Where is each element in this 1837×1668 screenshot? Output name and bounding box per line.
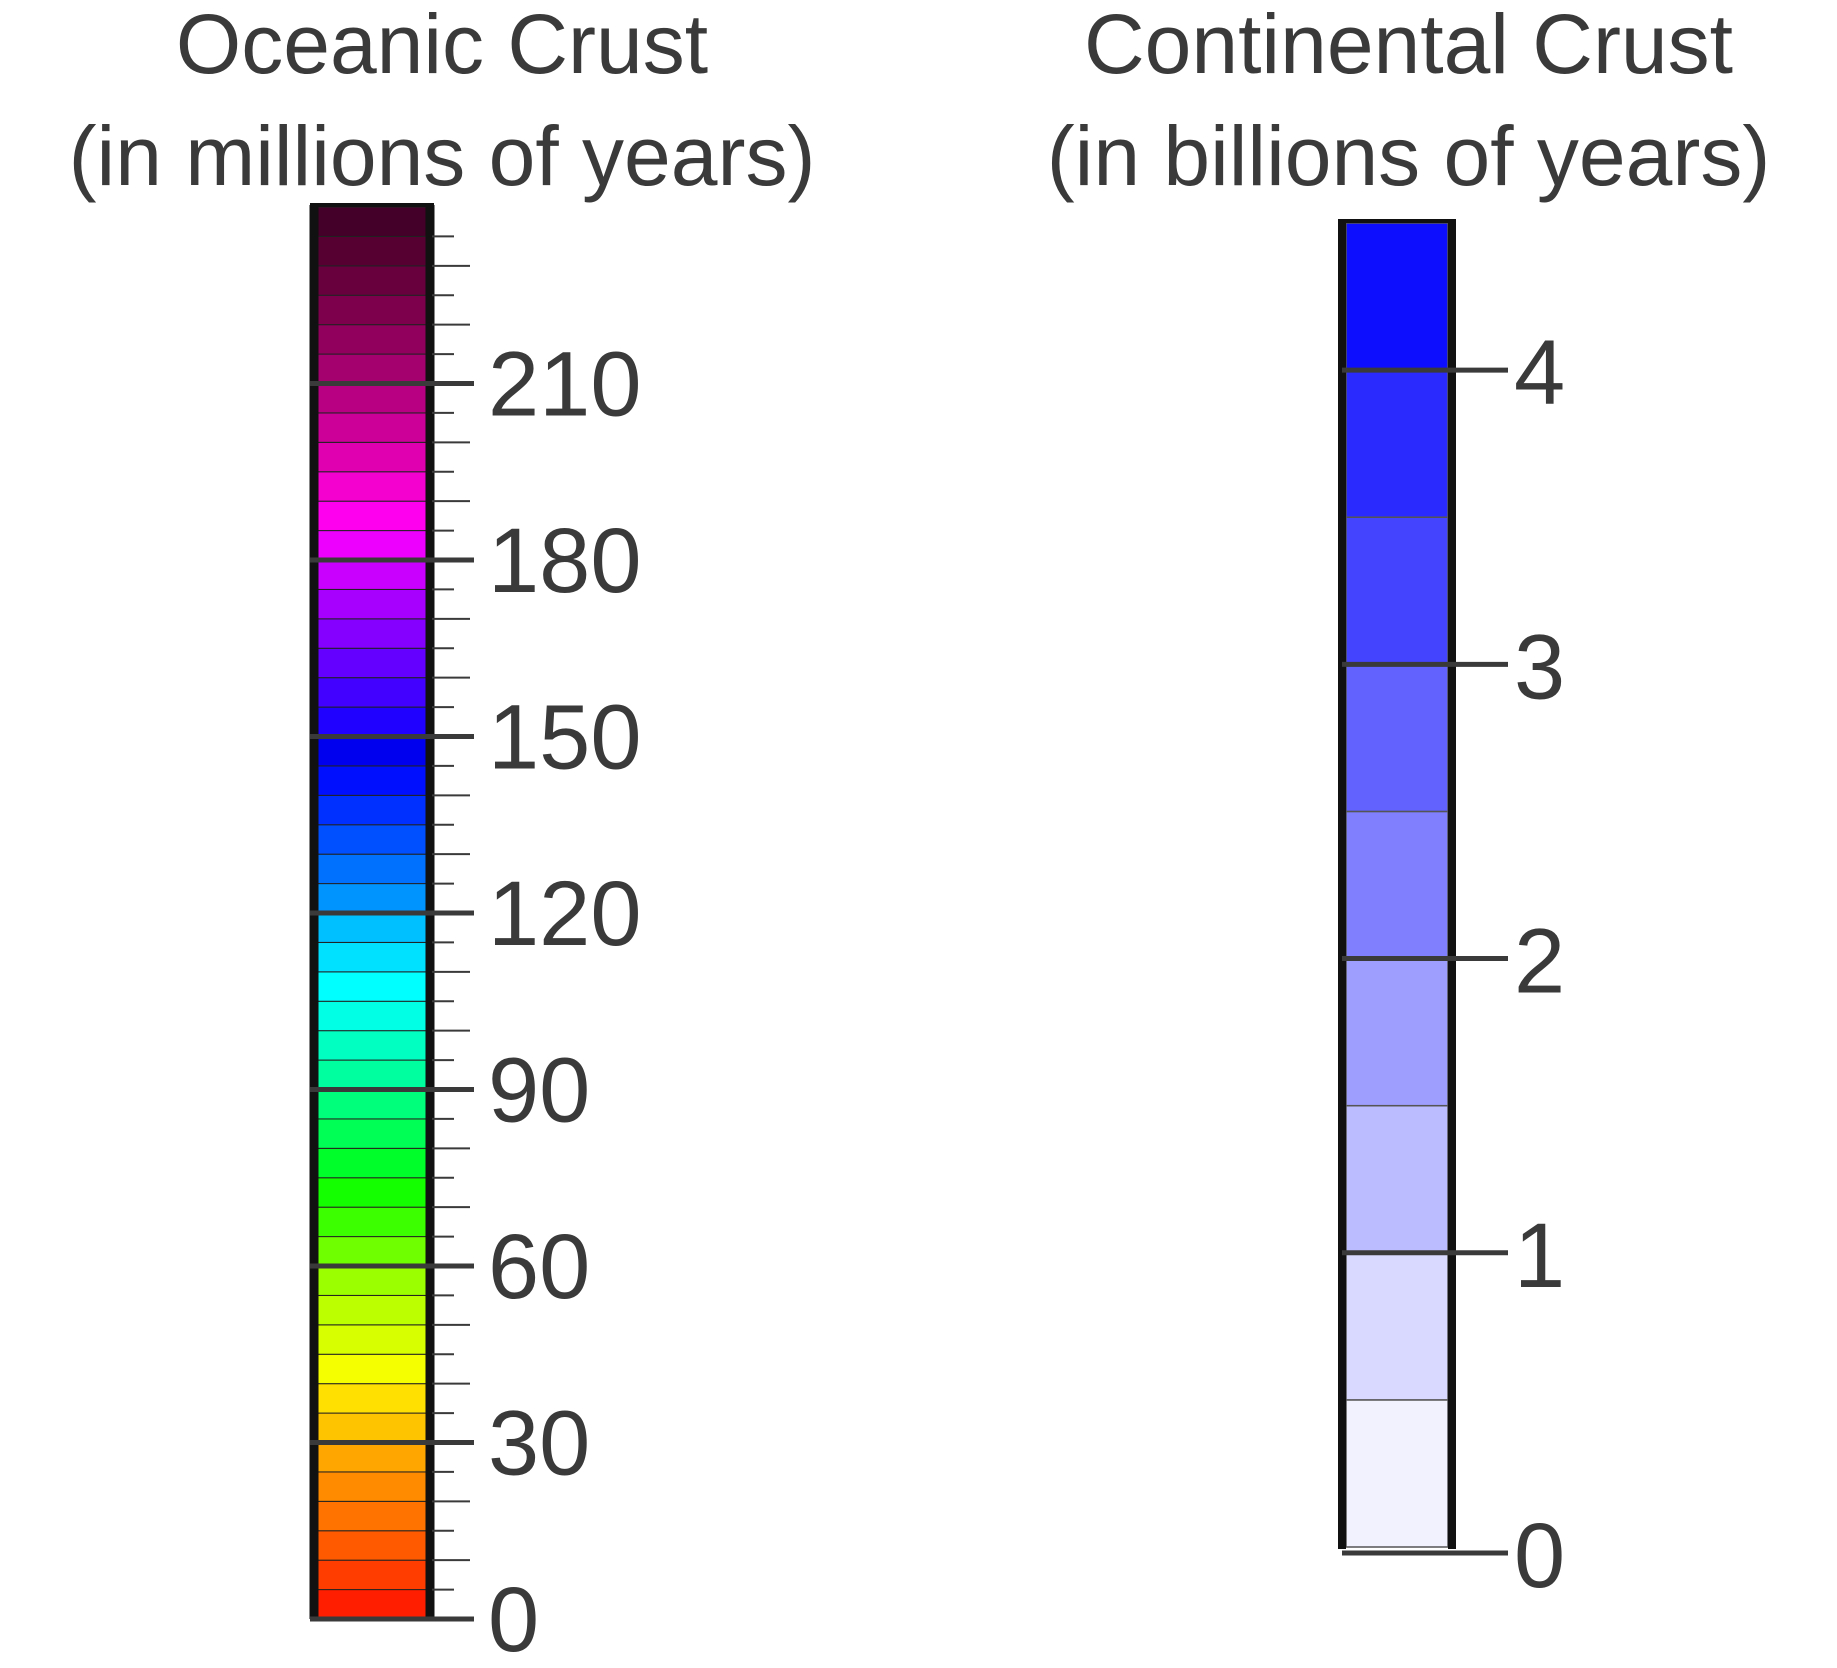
- oceanic-band: [315, 971, 429, 1002]
- oceanic-band: [315, 647, 429, 679]
- oceanic-band: [315, 1324, 429, 1355]
- oceanic-band: [315, 235, 429, 267]
- oceanic-crust-title: Oceanic Crust (in millions of years): [0, 0, 884, 212]
- oceanic-band: [315, 677, 429, 708]
- oceanic-band: [315, 941, 429, 973]
- oceanic-band: [315, 1236, 429, 1267]
- oceanic-band: [315, 206, 429, 237]
- oceanic-band: [315, 1589, 429, 1620]
- oceanic-band: [315, 1471, 429, 1502]
- oceanic-band: [315, 1118, 429, 1149]
- oceanic-band: [315, 1206, 429, 1238]
- continental-colorbar: 0 1 2 3 4: [1338, 219, 1565, 1607]
- continental-band: [1345, 663, 1449, 813]
- oceanic-band: [315, 500, 429, 532]
- oceanic-band: [315, 1500, 429, 1532]
- oceanic-tick-label: 90: [488, 1040, 590, 1142]
- oceanic-band: [315, 1147, 429, 1179]
- oceanic-band: [315, 441, 429, 473]
- oceanic-band: [315, 883, 429, 914]
- oceanic-band: [315, 588, 429, 620]
- oceanic-band: [315, 324, 429, 355]
- oceanic-band: [315, 618, 429, 649]
- oceanic-band: [315, 353, 429, 385]
- oceanic-title-line1: Oceanic Crust: [175, 0, 709, 91]
- oceanic-band: [315, 1530, 429, 1561]
- oceanic-tick-label: 120: [488, 863, 642, 965]
- oceanic-band: [315, 265, 429, 296]
- continental-tick-label: 0: [1514, 1505, 1565, 1607]
- oceanic-tick-label: 210: [488, 334, 642, 436]
- oceanic-colorbar: 0 30 60 90 120 150 180 210: [309, 203, 642, 1668]
- continental-band: [1345, 1104, 1449, 1254]
- oceanic-band: [315, 530, 429, 561]
- oceanic-band: [315, 824, 429, 855]
- continental-tick-label: 1: [1514, 1205, 1565, 1307]
- continental-title-line1: Continental Crust: [1084, 0, 1733, 91]
- oceanic-band: [315, 294, 429, 326]
- oceanic-tick-label: 150: [488, 687, 642, 789]
- oceanic-band: [315, 1559, 429, 1591]
- oceanic-band: [315, 1265, 429, 1296]
- oceanic-tick-label: 30: [488, 1393, 590, 1495]
- continental-crust-title: Continental Crust (in billions of years): [980, 0, 1837, 212]
- oceanic-band: [315, 383, 429, 414]
- oceanic-band: [315, 736, 429, 767]
- oceanic-band: [315, 1089, 429, 1120]
- oceanic-tick-label: 0: [488, 1569, 539, 1668]
- oceanic-band: [315, 1383, 429, 1414]
- oceanic-band: [315, 794, 429, 826]
- continental-tick-label: 2: [1514, 911, 1565, 1013]
- oceanic-band: [315, 1030, 429, 1061]
- continental-band: [1345, 810, 1449, 960]
- continental-tick-label: 3: [1514, 616, 1565, 718]
- oceanic-band: [315, 912, 429, 943]
- oceanic-band: [315, 1000, 429, 1032]
- oceanic-band: [315, 1412, 429, 1444]
- continental-tick-label: 4: [1514, 322, 1565, 424]
- oceanic-title-line2: (in millions of years): [68, 109, 816, 203]
- continental-band: [1345, 369, 1449, 518]
- oceanic-band: [315, 853, 429, 885]
- oceanic-band: [315, 1294, 429, 1326]
- oceanic-band: [315, 1177, 429, 1208]
- oceanic-tick-label: 180: [488, 510, 642, 612]
- oceanic-band: [315, 706, 429, 737]
- oceanic-tick-label: 60: [488, 1216, 590, 1318]
- oceanic-band: [315, 1442, 429, 1473]
- continental-band: [1345, 1399, 1449, 1548]
- continental-band: [1345, 957, 1449, 1107]
- oceanic-band: [315, 1059, 429, 1091]
- oceanic-band: [315, 1353, 429, 1385]
- continental-band: [1345, 1252, 1449, 1401]
- continental-band: [1345, 222, 1449, 371]
- continental-title-line2: (in billions of years): [1046, 109, 1771, 203]
- oceanic-band: [315, 471, 429, 502]
- continental-band: [1345, 516, 1449, 666]
- oceanic-band: [315, 765, 429, 796]
- oceanic-band: [315, 559, 429, 590]
- oceanic-band: [315, 412, 429, 443]
